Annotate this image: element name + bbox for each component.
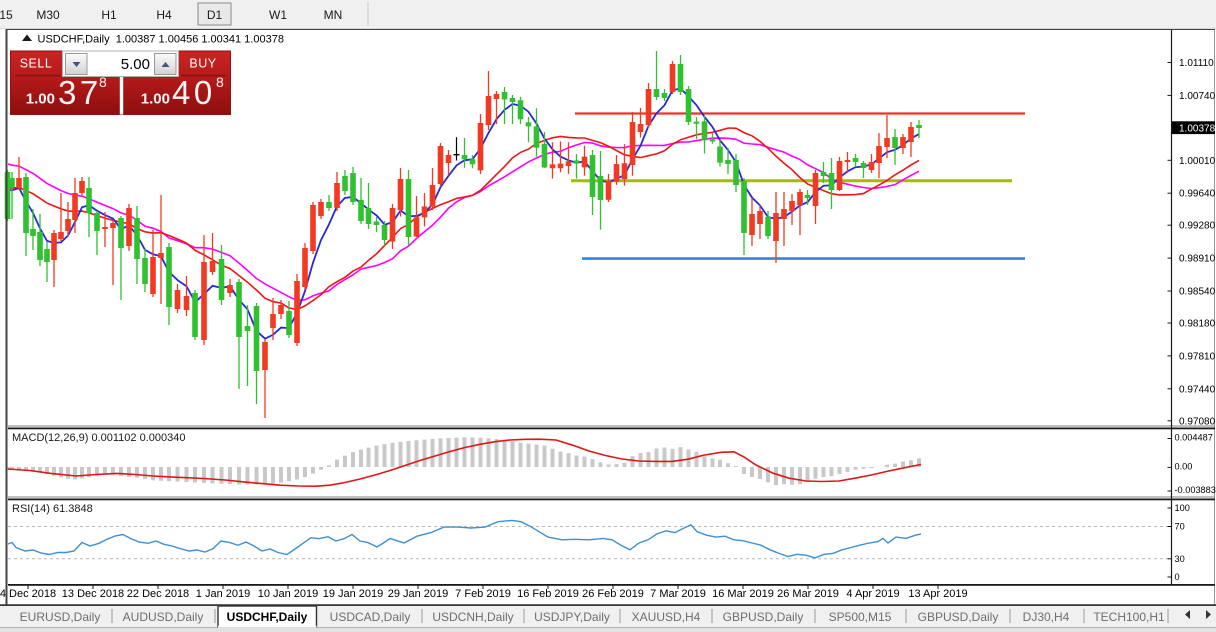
svg-text:SP500,M15: SP500,M15 — [829, 610, 892, 624]
svg-text:1 Jan 2019: 1 Jan 2019 — [196, 588, 250, 600]
svg-text:RSI(14) 61.3848: RSI(14) 61.3848 — [12, 503, 93, 515]
svg-text:AUDUSD,Daily: AUDUSD,Daily — [123, 610, 204, 624]
svg-text:70: 70 — [1175, 522, 1185, 532]
svg-text:0.98180: 0.98180 — [1179, 319, 1216, 330]
svg-text:40: 40 — [172, 74, 216, 111]
svg-text:M30: M30 — [36, 8, 60, 22]
svg-text:USDCHF,Daily 1.00387 1.00456: USDCHF,Daily 1.00387 1.00456 1.00341 1.0… — [38, 34, 284, 46]
svg-text:19 Jan 2019: 19 Jan 2019 — [323, 588, 384, 600]
svg-text:37: 37 — [58, 74, 102, 111]
svg-text:H4: H4 — [156, 8, 172, 22]
svg-text:MACD(12,26,9) 0.001102 0.00034: MACD(12,26,9) 0.001102 0.000340 — [12, 432, 185, 444]
svg-text:W1: W1 — [269, 8, 287, 22]
svg-text:13 Apr 2019: 13 Apr 2019 — [908, 588, 967, 600]
svg-text:DJ30,H4: DJ30,H4 — [1023, 610, 1070, 624]
svg-text:0.00: 0.00 — [1175, 462, 1193, 472]
svg-text:USDCHF,Daily: USDCHF,Daily — [227, 610, 308, 624]
svg-text:SELL: SELL — [20, 57, 53, 71]
svg-text:XAUUSD,H4: XAUUSD,H4 — [632, 610, 701, 624]
svg-text:5.00: 5.00 — [121, 56, 150, 73]
svg-text:1.00: 1.00 — [141, 91, 170, 108]
svg-text:0: 0 — [1175, 572, 1180, 582]
svg-text:0.99280: 0.99280 — [1179, 221, 1216, 232]
svg-text:0.97810: 0.97810 — [1179, 351, 1216, 362]
svg-text:16 Mar 2019: 16 Mar 2019 — [712, 588, 774, 600]
svg-text:29 Jan 2019: 29 Jan 2019 — [388, 588, 449, 600]
svg-text:15: 15 — [0, 8, 13, 22]
svg-text:1.00378: 1.00378 — [1179, 123, 1216, 134]
svg-text:1.00: 1.00 — [26, 91, 55, 108]
svg-text:13 Dec 2018: 13 Dec 2018 — [62, 588, 124, 600]
svg-text:USDCAD,Daily: USDCAD,Daily — [330, 610, 411, 624]
svg-text:7 Feb 2019: 7 Feb 2019 — [455, 588, 511, 600]
svg-text:0.98540: 0.98540 — [1179, 287, 1216, 298]
svg-text:MN: MN — [324, 8, 343, 22]
svg-text:EURUSD,Daily: EURUSD,Daily — [20, 610, 101, 624]
svg-text:-0.003883: -0.003883 — [1175, 485, 1216, 495]
svg-text:D1: D1 — [207, 8, 223, 22]
svg-text:1.00740: 1.00740 — [1179, 91, 1216, 102]
svg-text:7 Mar 2019: 7 Mar 2019 — [650, 588, 706, 600]
svg-text:16 Feb 2019: 16 Feb 2019 — [517, 588, 579, 600]
svg-text:USDJPY,Daily: USDJPY,Daily — [534, 610, 610, 624]
svg-text:26 Feb 2019: 26 Feb 2019 — [582, 588, 644, 600]
svg-text:TECH100,H1: TECH100,H1 — [1093, 610, 1165, 624]
svg-text:0.004487: 0.004487 — [1175, 433, 1213, 443]
svg-text:0.98910: 0.98910 — [1179, 254, 1216, 265]
svg-text:H1: H1 — [101, 8, 117, 22]
svg-text:0.97440: 0.97440 — [1179, 384, 1216, 395]
svg-text:4 Dec 2018: 4 Dec 2018 — [0, 588, 56, 600]
svg-text:30: 30 — [1175, 554, 1185, 564]
svg-text:8: 8 — [99, 74, 107, 90]
svg-text:1.00010: 1.00010 — [1179, 156, 1216, 167]
svg-text:1.01110: 1.01110 — [1179, 58, 1214, 69]
svg-text:GBPUSD,Daily: GBPUSD,Daily — [918, 610, 999, 624]
svg-text:8: 8 — [216, 74, 224, 90]
svg-text:0.97080: 0.97080 — [1179, 416, 1216, 427]
svg-text:22 Dec 2018: 22 Dec 2018 — [127, 588, 189, 600]
svg-text:BUY: BUY — [189, 57, 216, 71]
svg-text:USDCNH,Daily: USDCNH,Daily — [432, 610, 513, 624]
svg-text:100: 100 — [1175, 503, 1190, 513]
svg-text:4 Apr 2019: 4 Apr 2019 — [846, 588, 899, 600]
svg-text:GBPUSD,Daily: GBPUSD,Daily — [723, 610, 804, 624]
svg-text:0.99640: 0.99640 — [1179, 189, 1216, 200]
svg-text:26 Mar 2019: 26 Mar 2019 — [777, 588, 839, 600]
svg-text:10 Jan 2019: 10 Jan 2019 — [258, 588, 319, 600]
